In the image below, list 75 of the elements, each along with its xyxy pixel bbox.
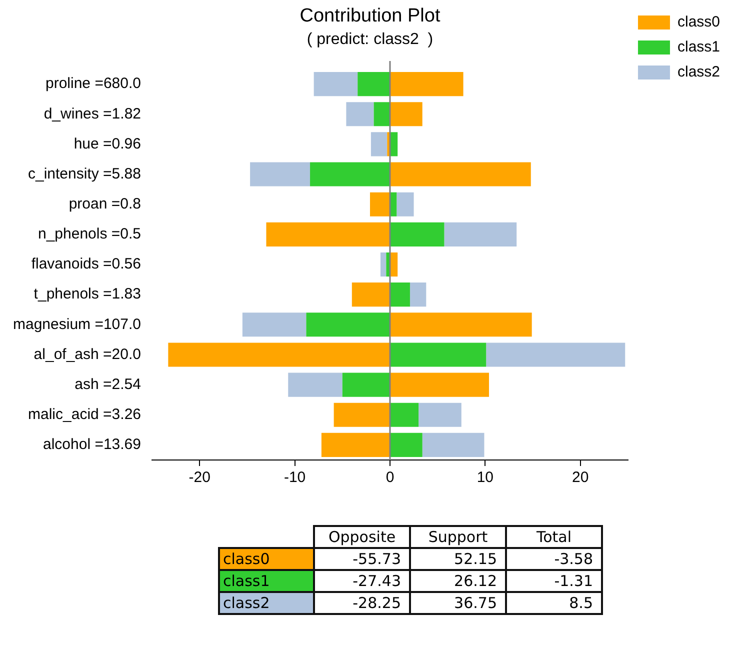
bar [370,132,388,156]
data-label: -55.73 [314,548,410,570]
bar [390,402,419,427]
bar [380,252,386,277]
bar [250,162,310,186]
bar [374,102,390,126]
y-tick-label: ash =2.54 [74,376,141,393]
category-label: class2 [219,592,314,614]
y-tick-label: t_phenols =1.83 [34,286,141,303]
bar [370,192,390,216]
data-label: -27.43 [314,570,410,592]
bar [390,312,532,337]
bar [390,192,397,216]
bar [422,432,484,457]
bar [410,282,426,307]
chart-subtitle: ( predict: class2 ) [306,30,434,48]
legend-label: class0 [677,14,720,31]
bar [390,282,410,307]
y-tick-label: proline =680.0 [46,75,141,92]
data-label: -1.31 [506,570,602,592]
legend-label: class2 [677,64,720,81]
bar [242,312,306,337]
bar [352,282,390,307]
data-label: 8.5 [506,592,602,614]
y-tick-label: flavanoids =0.56 [31,256,141,273]
bar [390,222,444,246]
y-tick-label: d_wines =1.82 [44,105,141,122]
x-tick-label: -20 [188,469,210,486]
data-label: -28.25 [314,592,410,614]
y-tick-label: hue =0.96 [74,135,141,152]
bar [334,402,390,427]
bar [390,252,398,277]
bar [390,102,422,126]
data-label: 52.15 [410,548,506,570]
legend-label: class1 [677,38,720,56]
text: Support [410,526,506,548]
y-tick-label: magnesium =107.0 [13,316,141,333]
bar [390,132,398,156]
bar [168,342,390,367]
y-tick-label: proan =0.8 [68,195,141,212]
bar [306,312,390,337]
x-tick-label: 10 [476,469,494,486]
y-tick-label: malic_acid =3.26 [28,406,141,424]
bar [288,372,342,397]
bar [390,342,486,367]
bar [310,162,390,186]
bar [342,372,390,397]
data-label: 26.12 [410,570,506,592]
text: Opposite [314,526,410,548]
bar [396,192,414,216]
bar [266,222,390,246]
y-tick-label: c_intensity =5.88 [28,165,141,182]
y-tick-label: alcohol =13.69 [43,436,141,454]
bar [358,72,390,96]
bar [346,102,374,126]
bar [314,72,358,96]
bar [321,432,390,457]
bar [390,372,489,397]
category-label: class0 [219,548,314,570]
data-label: 36.75 [410,592,506,614]
bar [444,222,517,246]
bar [418,402,462,427]
x-tick-label: 20 [572,469,589,486]
category-label: class1 [219,570,314,592]
bar [486,342,626,367]
bar [390,162,531,186]
y-tick-label: al_of_ash =20.0 [34,346,141,363]
bar [390,432,422,457]
x-tick-label: 0 [386,469,394,486]
chart-title: Contribution Plot [300,6,441,27]
y-tick-label: n_phenols =0.5 [38,226,141,243]
data-label: -3.58 [506,548,602,570]
x-tick-label: -10 [284,469,306,486]
bar [390,72,464,96]
text: Total [506,526,602,548]
